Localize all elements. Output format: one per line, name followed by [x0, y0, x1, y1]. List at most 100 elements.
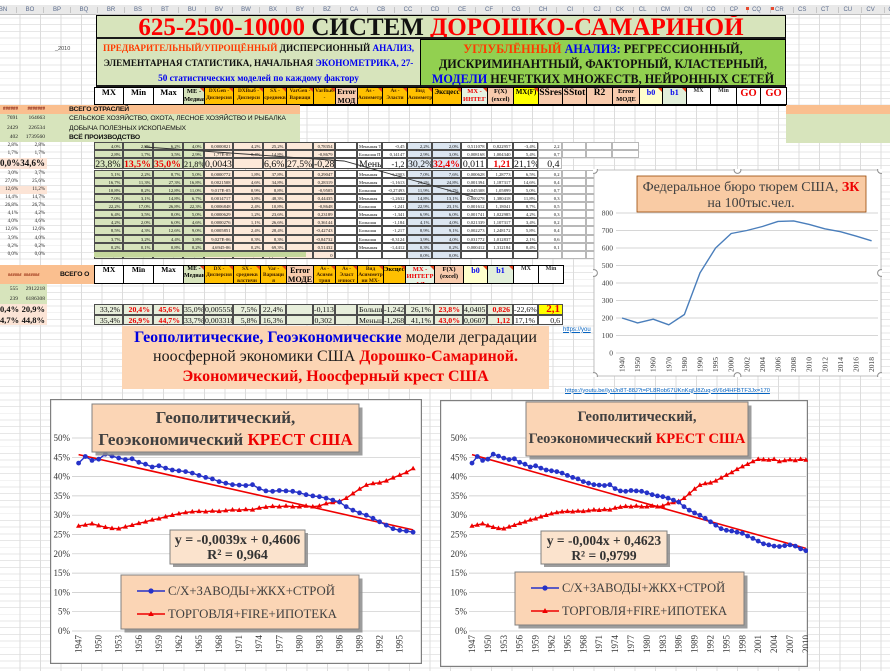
svg-text:20%: 20% [451, 549, 468, 559]
svg-text:0%: 0% [58, 626, 71, 636]
svg-text:2008: 2008 [789, 357, 798, 372]
svg-text:30%: 30% [54, 510, 71, 520]
svg-text:40%: 40% [54, 472, 71, 482]
svg-text:Геоэкономический КРЕСТ США: Геоэкономический КРЕСТ США [529, 431, 746, 447]
svg-text:1990: 1990 [696, 357, 705, 372]
svg-text:1968: 1968 [578, 635, 588, 654]
svg-text:1995: 1995 [721, 635, 731, 654]
svg-text:ТОРГОВЛЯ+FIRE+ИПОТЕКА: ТОРГОВЛЯ+FIRE+ИПОТЕКА [168, 607, 338, 621]
svg-text:0: 0 [609, 349, 613, 358]
svg-text:на 100тыс.чел.: на 100тыс.чел. [707, 196, 794, 211]
svg-text:2012: 2012 [820, 357, 829, 372]
svg-text:25%: 25% [54, 530, 71, 540]
svg-text:1989: 1989 [690, 635, 700, 654]
svg-text:2006: 2006 [774, 357, 783, 372]
svg-text:1960: 1960 [649, 357, 658, 372]
svg-text:2014: 2014 [836, 357, 845, 372]
svg-text:2016: 2016 [852, 357, 861, 372]
svg-text:1980: 1980 [642, 635, 652, 654]
svg-text:2004: 2004 [758, 357, 767, 372]
svg-text:1977: 1977 [274, 635, 284, 654]
svg-text:5%: 5% [455, 607, 468, 617]
svg-text:1977: 1977 [626, 635, 636, 654]
svg-text:1992: 1992 [706, 635, 716, 653]
svg-text:30%: 30% [451, 510, 468, 520]
svg-text:2007: 2007 [785, 635, 795, 654]
svg-text:1947: 1947 [74, 635, 84, 654]
svg-text:50%: 50% [54, 433, 71, 443]
svg-text:Геоэкономический КРЕСТ США: Геоэкономический КРЕСТ США [98, 430, 353, 449]
svg-text:1980: 1980 [680, 357, 689, 372]
svg-text:1986: 1986 [335, 635, 345, 654]
svg-text:y = -0,0039x + 0,4606: y = -0,0039x + 0,4606 [175, 533, 301, 548]
svg-text:200: 200 [602, 314, 614, 323]
svg-text:35%: 35% [54, 491, 71, 501]
svg-text:2010: 2010 [805, 357, 814, 372]
svg-text:1998: 1998 [737, 635, 747, 654]
svg-text:1950: 1950 [633, 357, 642, 372]
svg-text:1983: 1983 [658, 635, 668, 654]
svg-text:1968: 1968 [214, 635, 224, 654]
svg-text:1995: 1995 [395, 635, 405, 654]
svg-text:300: 300 [602, 296, 614, 305]
svg-text:2001: 2001 [753, 635, 763, 653]
svg-text:700: 700 [602, 226, 614, 235]
svg-text:25%: 25% [451, 530, 468, 540]
svg-text:2004: 2004 [769, 635, 779, 654]
svg-text:1947: 1947 [467, 635, 477, 654]
svg-text:10%: 10% [54, 587, 71, 597]
svg-text:R² = 0,964: R² = 0,964 [207, 548, 268, 563]
svg-text:y = -0,004x + 0,4623: y = -0,004x + 0,4623 [547, 533, 662, 548]
svg-text:500: 500 [602, 261, 614, 270]
svg-text:ТОРГОВЛЯ+FIRE+ИПОТЕКА: ТОРГОВЛЯ+FIRE+ИПОТЕКА [562, 604, 727, 618]
svg-text:0%: 0% [455, 626, 468, 636]
svg-text:2002: 2002 [742, 357, 751, 372]
svg-text:1953: 1953 [114, 635, 124, 654]
svg-text:1959: 1959 [531, 635, 541, 654]
svg-text:400: 400 [602, 279, 614, 288]
svg-text:1965: 1965 [562, 635, 572, 654]
svg-text:1965: 1965 [194, 635, 204, 654]
svg-text:1956: 1956 [515, 635, 525, 654]
svg-text:Федеральное бюро тюрем США, ЗК: Федеральное бюро тюрем США, ЗК [643, 180, 861, 195]
svg-text:40%: 40% [451, 472, 468, 482]
svg-text:800: 800 [602, 209, 614, 218]
svg-text:1986: 1986 [674, 635, 684, 654]
svg-text:2018: 2018 [867, 357, 876, 372]
svg-text:С/Х+ЗАВОДЫ+ЖКХ+СТРОЙ: С/Х+ЗАВОДЫ+ЖКХ+СТРОЙ [562, 581, 725, 595]
svg-text:1962: 1962 [174, 635, 184, 653]
svg-text:1983: 1983 [314, 635, 324, 654]
svg-text:1980: 1980 [294, 635, 304, 654]
svg-text:45%: 45% [451, 452, 468, 462]
svg-text:1970: 1970 [664, 357, 673, 372]
svg-text:5%: 5% [58, 607, 71, 617]
svg-text:50%: 50% [451, 433, 468, 443]
svg-text:1974: 1974 [254, 635, 264, 654]
svg-text:600: 600 [602, 244, 614, 253]
svg-text:15%: 15% [54, 568, 71, 578]
svg-text:15%: 15% [451, 568, 468, 578]
svg-text:1962: 1962 [547, 635, 557, 653]
svg-text:100: 100 [602, 331, 614, 340]
svg-text:1995: 1995 [711, 357, 720, 372]
svg-text:1956: 1956 [134, 635, 144, 654]
svg-text:2010: 2010 [801, 635, 808, 654]
svg-text:1974: 1974 [610, 635, 620, 654]
svg-text:45%: 45% [54, 452, 71, 462]
svg-text:1950: 1950 [483, 635, 493, 654]
svg-text:10%: 10% [451, 587, 468, 597]
svg-text:Геополитический,: Геополитический, [156, 408, 296, 427]
svg-text:R² = 0,9799: R² = 0,9799 [571, 548, 637, 563]
svg-text:1953: 1953 [499, 635, 509, 654]
svg-text:1971: 1971 [234, 635, 244, 653]
svg-text:1989: 1989 [355, 635, 365, 654]
svg-text:1959: 1959 [154, 635, 164, 654]
svg-text:1940: 1940 [618, 357, 627, 372]
svg-text:1992: 1992 [375, 635, 385, 653]
svg-text:Геополитический,: Геополитический, [577, 409, 696, 425]
svg-text:2000: 2000 [727, 357, 736, 372]
svg-text:С/Х+ЗАВОДЫ+ЖКХ+СТРОЙ: С/Х+ЗАВОДЫ+ЖКХ+СТРОЙ [168, 584, 335, 598]
svg-text:20%: 20% [54, 549, 71, 559]
svg-text:1950: 1950 [94, 635, 104, 654]
svg-text:1971: 1971 [594, 635, 604, 653]
